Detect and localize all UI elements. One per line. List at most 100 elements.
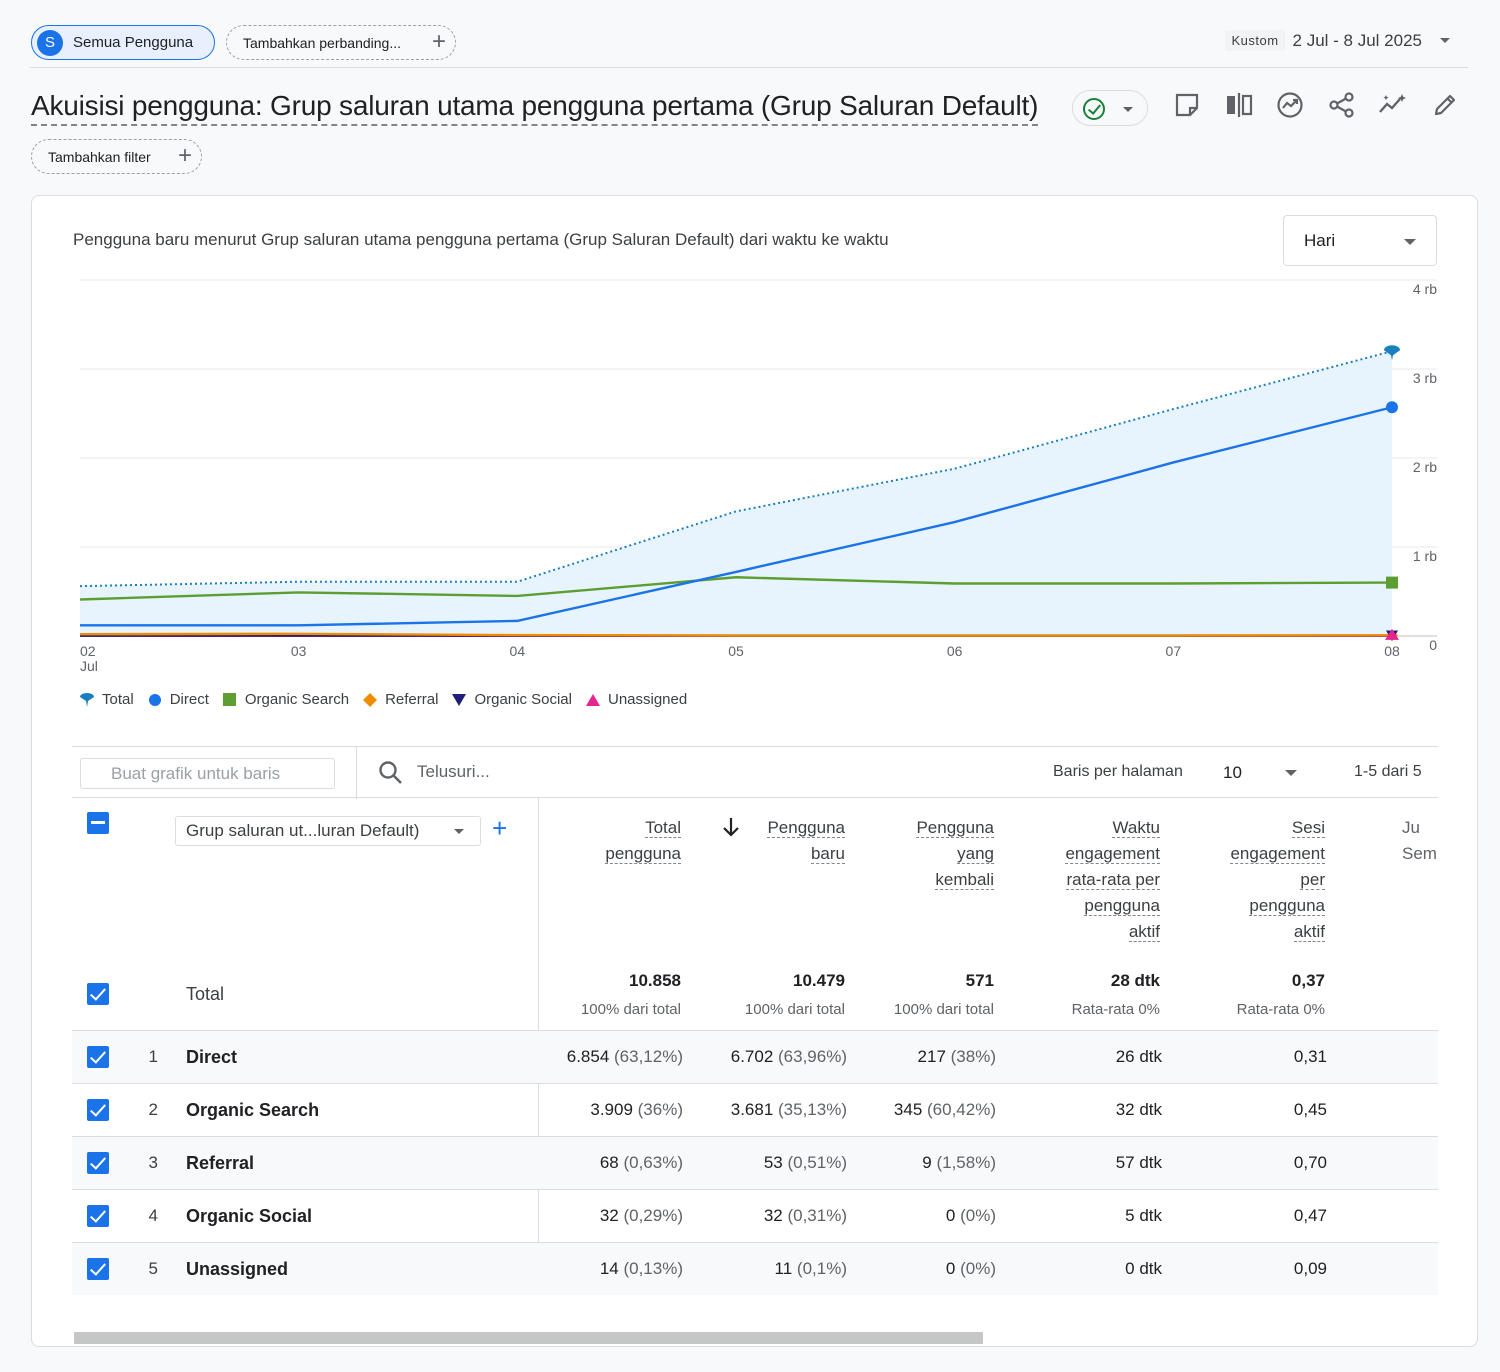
row-checkbox[interactable] xyxy=(87,1205,109,1227)
status-chip[interactable] xyxy=(1072,90,1148,126)
series-line-direct xyxy=(80,406,1393,627)
page-title[interactable]: Akuisisi pengguna: Grup saluran utama pe… xyxy=(31,88,1038,126)
date-range-picker[interactable]: Kustom 2 Jul - 8 Jul 2025 xyxy=(1225,30,1450,51)
row-metric-value: 32 (0,29%) xyxy=(600,1206,683,1226)
plus-icon: + xyxy=(431,28,446,55)
row-metric-value: 3.681 (35,13%) xyxy=(731,1100,847,1120)
y-tick-label: 1 rb xyxy=(1413,548,1437,564)
legend-item[interactable]: Direct xyxy=(147,691,209,708)
metric-value: 32 dtk xyxy=(1115,1100,1162,1119)
total-subtext: 100% dari total xyxy=(744,1001,845,1018)
row-channel-name: Direct xyxy=(186,1047,238,1067)
metric-value: 32 xyxy=(599,1206,619,1225)
metric-value: 14 xyxy=(599,1259,619,1278)
dimension-select[interactable]: Grup saluran ut...luran Default) xyxy=(175,816,481,846)
legend-item[interactable]: Total xyxy=(79,691,134,708)
metric-value: 0 dtk xyxy=(1125,1259,1162,1278)
x-tick-label: 02 xyxy=(80,643,96,659)
metric-value: 0,45 xyxy=(1293,1100,1327,1119)
column-header-text: pengguna xyxy=(1084,896,1160,916)
column-header-3[interactable]: Pengguna yang kembali xyxy=(916,815,994,893)
search-input[interactable]: Telusuri... xyxy=(417,762,490,781)
row-metric-value: 57 dtk xyxy=(1116,1153,1162,1173)
metric-percent: (0,51%) xyxy=(787,1153,847,1172)
end-marker-unassigned xyxy=(1385,628,1399,640)
horizontal-scrollbar[interactable] xyxy=(74,1332,983,1344)
total-area xyxy=(80,351,1392,636)
row-number: 2 xyxy=(148,1100,158,1119)
search-icon xyxy=(378,760,404,791)
column-header-text: aktif xyxy=(1128,922,1160,942)
trend-icon[interactable] xyxy=(1376,88,1410,122)
column-header-1[interactable]: Total pengguna xyxy=(605,815,681,867)
metric-percent: (1,58%) xyxy=(936,1153,996,1172)
rows-per-page-select[interactable]: 10 xyxy=(1223,763,1242,782)
legend-label: Unassigned xyxy=(607,691,688,708)
row-metric-value: 5 dtk xyxy=(1125,1206,1162,1226)
table-controls: Buat grafik untuk baris Telusuri... Bari… xyxy=(72,746,1438,799)
chevron-down-icon[interactable] xyxy=(1285,770,1297,776)
annotation-icon[interactable] xyxy=(1170,88,1204,122)
add-filter-chip[interactable]: Tambahkan filter + xyxy=(31,139,202,174)
sort-descending-icon[interactable] xyxy=(722,816,740,843)
row-checkbox[interactable] xyxy=(87,1258,109,1280)
legend-marker-icon xyxy=(362,692,378,708)
row-metric-value: 0,47 xyxy=(1294,1206,1327,1226)
metric-value: 0 xyxy=(945,1259,956,1278)
legend-item[interactable]: Organic Social xyxy=(451,691,572,708)
end-marker-direct xyxy=(1386,401,1398,414)
legend-marker-icon xyxy=(79,692,95,708)
column-header-text: yang xyxy=(957,844,994,864)
pagination-status: 1-5 dari 5 xyxy=(1354,763,1422,780)
chart-legend: Total Direct Organic Search Referral Organic… xyxy=(79,691,700,708)
select-all-checkbox[interactable] xyxy=(87,812,109,834)
total-value: 10.479 xyxy=(793,971,845,990)
legend-marker-icon xyxy=(451,692,467,708)
metric-value: 0,70 xyxy=(1293,1153,1327,1172)
column-header-text: engagement xyxy=(1230,844,1325,864)
metric-value: 0 xyxy=(945,1206,956,1225)
row-metric-value: 217 (38%) xyxy=(918,1047,996,1067)
row-metric-value: 345 (60,42%) xyxy=(894,1100,996,1120)
report-card: Pengguna baru menurut Grup saluran utama… xyxy=(31,195,1478,1347)
legend-item[interactable]: Unassigned xyxy=(585,691,687,708)
x-tick-label: 05 xyxy=(728,643,744,659)
row-metric-value: 32 dtk xyxy=(1116,1100,1162,1120)
add-dimension-button[interactable]: + xyxy=(492,813,508,843)
metric-percent: (0%) xyxy=(960,1206,996,1225)
row-metric-value: 0 (0%) xyxy=(946,1206,996,1226)
table-row: 5 Unassigned 14 (0,13%) 11 (0,1%) 0 (0%) 0 dt… xyxy=(72,1242,1438,1295)
column-header-text: pengguna xyxy=(1249,896,1325,916)
row-checkbox[interactable] xyxy=(87,1152,109,1174)
column-header-text: aktif xyxy=(1293,922,1325,942)
row-number: 3 xyxy=(148,1153,158,1172)
compare-icon[interactable] xyxy=(1222,88,1256,122)
report-toolbar xyxy=(1170,88,1479,122)
legend-item[interactable]: Organic Search xyxy=(222,691,349,708)
legend-item[interactable]: Referral xyxy=(362,691,438,708)
legend-label: Referral xyxy=(385,691,439,708)
row-channel-name: Organic Search xyxy=(186,1100,320,1120)
column-header-2[interactable]: Pengguna baru xyxy=(767,815,845,867)
total-value: 571 xyxy=(965,971,994,990)
total-row-label: Total xyxy=(186,984,225,1004)
row-metric-value: 6.702 (63,96%) xyxy=(731,1047,847,1067)
column-header-4[interactable]: Waktu engagement rata-rata per pengguna akti… xyxy=(1065,815,1160,945)
chevron-down-icon xyxy=(1404,239,1416,245)
insights-icon[interactable] xyxy=(1273,88,1307,122)
edit-icon[interactable] xyxy=(1428,88,1462,122)
row-checkbox[interactable] xyxy=(87,1046,109,1068)
check-circle-icon xyxy=(1083,98,1105,120)
metric-value: 6.702 xyxy=(730,1047,774,1066)
line-chart: 0 1 rb 2 rb 3 rb 4 rb 02 03 04 05 06 07 08 Jul xyxy=(79,279,1437,674)
segment-chip[interactable]: S Semua Pengguna xyxy=(31,25,215,60)
add-comparison-chip[interactable]: Tambahkan perbanding... + xyxy=(226,25,456,60)
granularity-select[interactable]: Hari xyxy=(1283,215,1437,266)
total-row-checkbox[interactable] xyxy=(87,983,109,1005)
plot-rows-button[interactable]: Buat grafik untuk baris xyxy=(80,758,335,789)
share-icon[interactable] xyxy=(1325,88,1359,122)
row-metric-value: 14 (0,13%) xyxy=(600,1259,683,1279)
column-header-5[interactable]: Sesi engagement per pengguna aktif xyxy=(1230,815,1325,945)
chevron-down-icon xyxy=(454,829,464,834)
row-checkbox[interactable] xyxy=(87,1099,109,1121)
